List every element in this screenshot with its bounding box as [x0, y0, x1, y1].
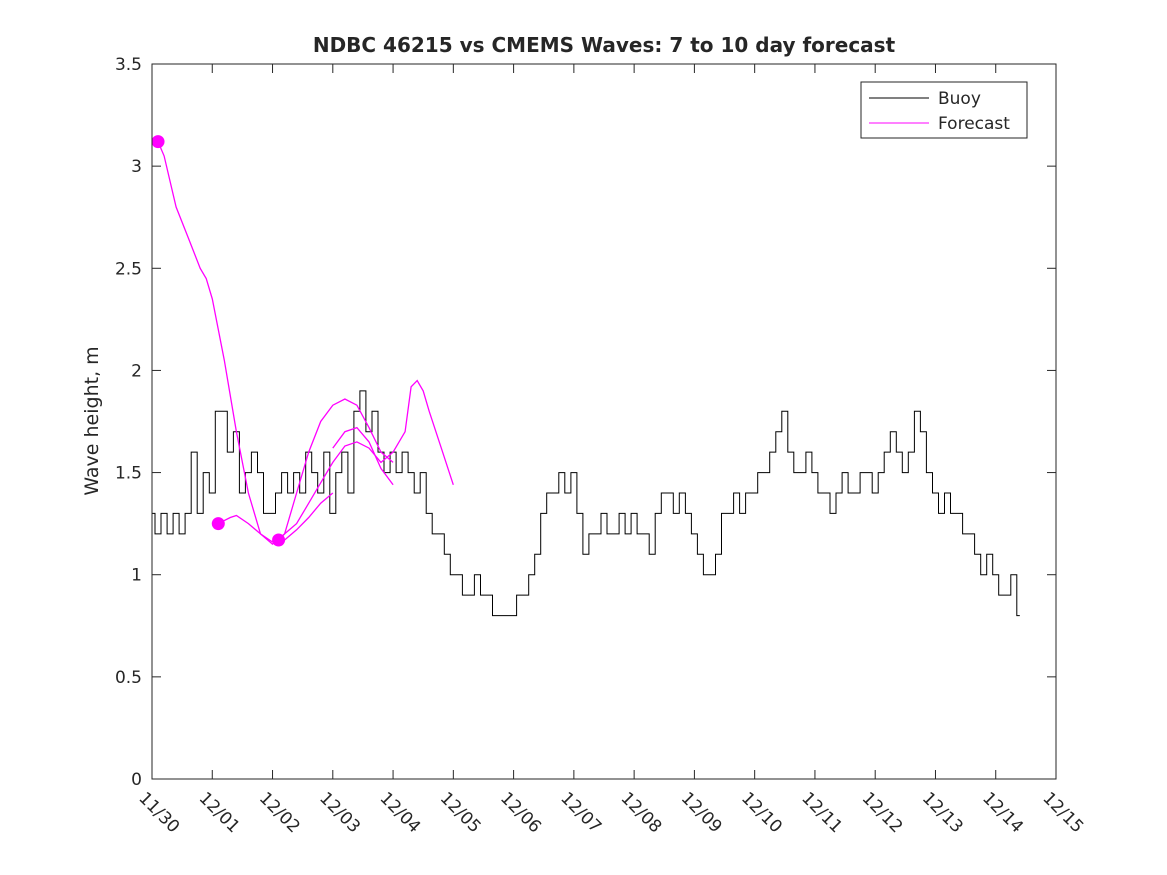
x-tick-label: 12/05 [436, 788, 485, 837]
forecast-start-marker [151, 135, 165, 149]
x-tick-label: 12/01 [195, 788, 244, 837]
x-tick-label: 12/06 [496, 788, 545, 837]
forecast-run-line [332, 426, 394, 486]
y-tick-label: 0.5 [115, 668, 142, 688]
forecast-start-marker [272, 533, 286, 547]
legend-box [860, 81, 1028, 139]
x-tick-label: 12/09 [677, 788, 726, 837]
y-tick-label: 3 [131, 157, 142, 177]
series-layer [151, 135, 1020, 617]
axes-layer [151, 63, 1057, 780]
y-tick-label: 2.5 [115, 259, 142, 279]
x-tick-label: 12/11 [797, 788, 846, 837]
y-tick-label: 0 [131, 770, 142, 790]
legend-buoy-label: Buoy [938, 89, 981, 109]
buoy-series-line [152, 390, 1020, 617]
x-tick-label: 11/30 [134, 788, 183, 837]
x-tick-label: 12/02 [255, 788, 304, 837]
x-tick-label: 12/14 [978, 788, 1027, 837]
x-tick-label: 12/07 [556, 788, 605, 837]
chart-title: NDBC 46215 vs CMEMS Waves: 7 to 10 day f… [313, 33, 896, 57]
x-tick-label: 12/13 [918, 788, 967, 837]
x-tick-label: 12/10 [737, 788, 786, 837]
y-axis-ticks: 0 0.5 1 1.5 2 2.5 3 3.5 [115, 55, 1056, 790]
forecast-run-line [157, 141, 394, 545]
x-tick-label: 12/08 [617, 788, 666, 837]
y-tick-label: 1.5 [115, 464, 142, 484]
plot-area [152, 64, 1056, 779]
y-tick-label: 1 [131, 566, 142, 586]
y-tick-label: 2 [131, 361, 142, 381]
y-tick-label: 3.5 [115, 55, 142, 75]
x-tick-label: 12/04 [376, 788, 425, 837]
forecast-start-marker [211, 517, 225, 531]
x-tick-label: 12/03 [315, 788, 364, 837]
x-tick-label: 12/15 [1038, 788, 1087, 837]
legend: Buoy Forecast [860, 81, 1028, 139]
x-tick-label: 12/12 [858, 788, 907, 837]
y-axis-label: Wave height, m [81, 346, 103, 495]
legend-forecast-label: Forecast [938, 114, 1010, 134]
